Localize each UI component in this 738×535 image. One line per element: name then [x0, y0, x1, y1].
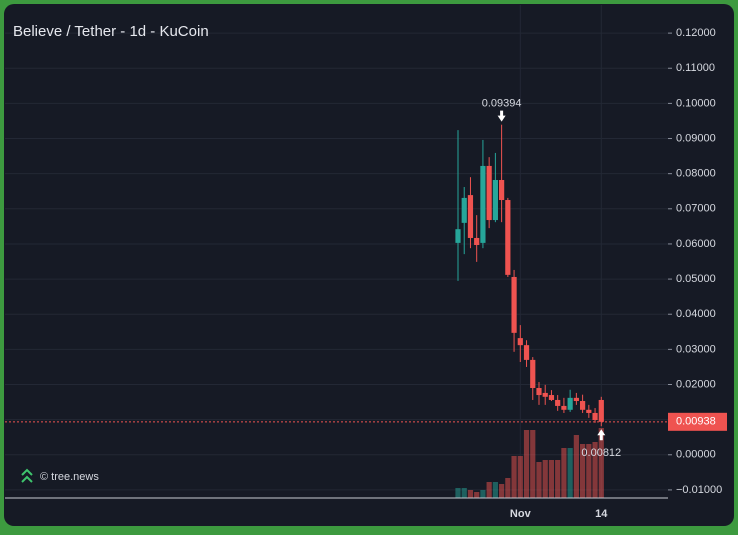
- candle-body: [598, 399, 604, 422]
- y-tick-label: 0.09000: [676, 132, 716, 144]
- volume-bar: [555, 460, 561, 498]
- volume-bar: [499, 484, 505, 498]
- high-label: 0.09394: [482, 98, 522, 110]
- watermark-icon: [21, 468, 33, 483]
- y-tick-label: 0.02000: [676, 378, 716, 390]
- volume-bar: [567, 448, 573, 498]
- candle-body: [548, 395, 555, 400]
- candle-body: [505, 200, 511, 275]
- candle-body: [474, 237, 480, 245]
- candle-body: [592, 412, 598, 420]
- y-tick-label: 0.03000: [676, 343, 716, 355]
- y-tick-label: 0.05000: [676, 273, 716, 285]
- y-tick-label: 0.07000: [676, 203, 716, 215]
- last-price-box: [668, 412, 727, 431]
- y-tick-label: 0.06000: [676, 238, 716, 250]
- volume-bar: [523, 430, 530, 498]
- chart-background: [4, 4, 734, 526]
- low-arrow: [597, 429, 606, 441]
- volume-bar: [598, 428, 604, 498]
- candle-body: [511, 276, 517, 333]
- volume-bar: [480, 490, 486, 498]
- volume-bar: [461, 488, 467, 498]
- volume-bar: [517, 456, 523, 498]
- candle-body: [561, 405, 567, 410]
- chart-title: Believe / Tether - 1d - KuCoin: [13, 23, 209, 40]
- candle-body: [492, 179, 498, 221]
- y-tick-label: 0.04000: [676, 308, 716, 320]
- candle-body: [461, 197, 467, 223]
- volume-bar: [492, 482, 498, 498]
- volume-bar: [530, 430, 536, 498]
- volume-bar: [580, 444, 586, 498]
- y-tick-label: 0.10000: [676, 97, 716, 109]
- volume-bar: [573, 435, 579, 498]
- volume-bar: [474, 492, 480, 498]
- volume-bar: [486, 482, 492, 498]
- high-arrow: [497, 110, 506, 122]
- y-tick-label: 0.12000: [676, 27, 716, 39]
- candle-body: [580, 401, 586, 410]
- candle-body: [555, 399, 561, 406]
- marks: [455, 124, 604, 498]
- candle-body: [586, 409, 592, 413]
- candle-body: [567, 397, 573, 410]
- y-tick-label: 0.11000: [676, 62, 715, 74]
- candle-body: [517, 338, 523, 346]
- y-tick-label: −0.01000: [676, 484, 722, 496]
- y-tick-label: 0.08000: [676, 168, 716, 180]
- volume-bar: [592, 442, 598, 498]
- volume-bar: [511, 456, 517, 498]
- candle-body: [573, 397, 579, 402]
- volume-bar: [467, 490, 474, 498]
- grid: [5, 5, 668, 498]
- x-tick-label: Nov: [510, 508, 532, 520]
- candle-body: [523, 345, 530, 360]
- volume-bar: [455, 488, 461, 498]
- volume-bar: [542, 460, 548, 498]
- volume-bar: [536, 462, 542, 498]
- volume-bar: [548, 460, 555, 498]
- candle-body: [499, 179, 505, 201]
- candle-body: [530, 359, 536, 389]
- candle-body: [536, 388, 542, 396]
- candle-body: [480, 165, 486, 243]
- x-tick-label: 14: [595, 508, 608, 520]
- candle-body: [542, 392, 548, 397]
- volume-bar: [505, 478, 511, 498]
- candle-body: [486, 165, 492, 221]
- candle-body: [467, 195, 474, 238]
- candle-body: [455, 229, 461, 243]
- volume-bar: [586, 444, 592, 498]
- y-tick-label: 0.00000: [676, 449, 716, 461]
- watermark: © tree.news: [40, 471, 99, 483]
- last-price-label: 0.00938: [676, 416, 716, 428]
- low-label: 0.00812: [581, 447, 621, 459]
- volume-bar: [561, 448, 567, 498]
